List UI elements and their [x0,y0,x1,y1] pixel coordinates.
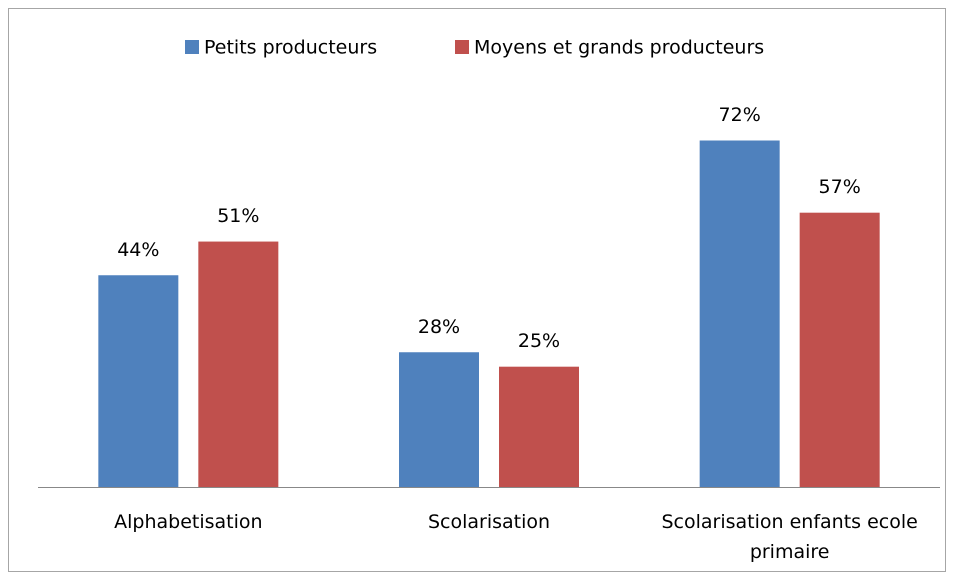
data-label: 72% [719,104,761,126]
data-label: 57% [819,176,861,198]
legend-label: Petits producteurs [204,37,377,59]
legend-label: Moyens et grands producteurs [474,37,764,59]
legend-swatch [185,40,199,54]
legend-swatch [455,40,469,54]
data-label: 44% [117,239,159,261]
bar [699,140,780,487]
data-label: 25% [518,330,560,352]
x-tick-label: Scolarisation enfants ecole primaire [661,511,918,563]
x-tick-label: Scolarisation [427,511,551,533]
bar [799,212,880,487]
bar [399,352,479,487]
bar [499,366,579,487]
bar [198,241,279,487]
bar [98,275,179,487]
x-tick-label: Alphabetisation [114,511,263,533]
data-label: 51% [217,205,259,227]
data-label: 28% [418,316,460,338]
